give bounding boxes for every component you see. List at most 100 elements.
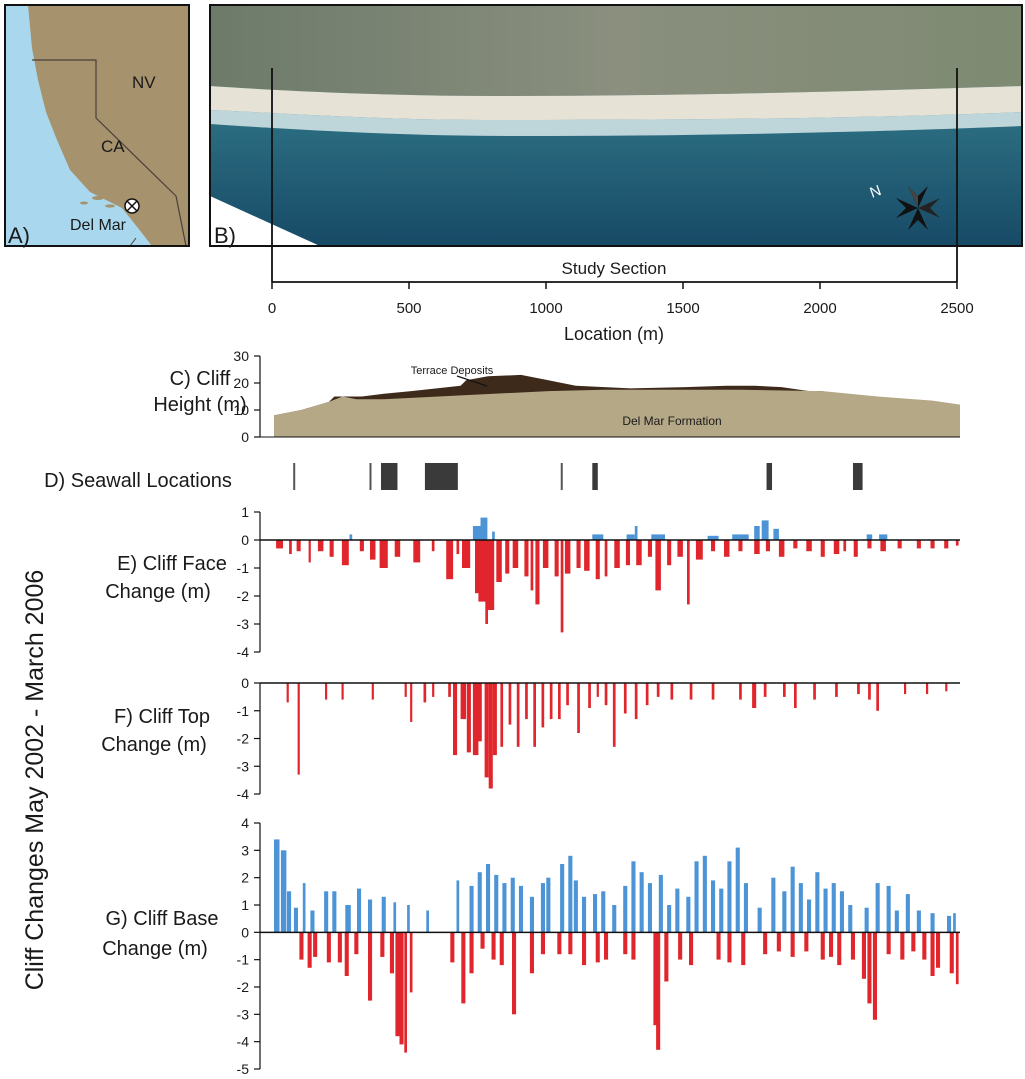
panel-a-label: A): [8, 223, 30, 248]
positive-change-bar: [694, 861, 699, 933]
negative-change-bar: [738, 540, 743, 552]
y-tick-label: 20: [233, 375, 249, 391]
y-tick-label: 0: [241, 675, 249, 691]
negative-change-bar: [843, 540, 847, 552]
negative-change-bar: [410, 683, 413, 722]
positive-change-bar: [310, 910, 315, 933]
negative-change-bar: [582, 932, 587, 966]
negative-change-bar: [399, 932, 404, 1045]
negative-change-bar: [653, 932, 658, 1026]
negative-change-bar: [647, 540, 652, 557]
negative-change-bar: [868, 683, 871, 700]
panel-c-cliff-height: C) Cliff Height (m) 0 10 20 30 Terrace Depo…: [153, 348, 960, 445]
positive-change-bar: [480, 517, 488, 540]
negative-change-bar: [359, 540, 364, 552]
negative-change-bar: [820, 540, 825, 557]
negative-change-bar: [596, 683, 599, 697]
panel-f-title-line2: Change (m): [101, 734, 207, 756]
seawall-marker: [381, 463, 398, 490]
site-marker-icon: [124, 198, 140, 214]
positive-change-bar: [568, 855, 573, 933]
positive-change-bar: [866, 534, 873, 540]
positive-change-bar: [839, 891, 844, 933]
cliff-face-y-axis: 1 0 -1 -2 -3 -4: [237, 504, 261, 660]
location-axis-ticks: 0 500 1000 1500 2000 2500: [268, 282, 974, 317]
location-tick-label: 1000: [529, 300, 562, 317]
negative-change-bar: [776, 932, 781, 952]
negative-change-bar: [413, 540, 421, 563]
negative-change-bar: [431, 540, 435, 552]
negative-change-bar: [500, 683, 504, 747]
panel-c-title-line1: C) Cliff: [170, 368, 231, 390]
negative-change-bar: [480, 932, 485, 949]
negative-change-bar: [835, 683, 838, 697]
positive-change-bar: [732, 534, 749, 540]
positive-change-bar: [953, 913, 956, 933]
y-tick-label: -5: [237, 1061, 250, 1077]
negative-change-bar: [695, 540, 703, 560]
positive-change-bar: [345, 905, 351, 933]
positive-change-bar: [790, 866, 795, 933]
positive-change-bar: [592, 534, 604, 540]
negative-change-bar: [307, 932, 312, 968]
state-label-nv: NV: [132, 73, 156, 92]
y-tick-label: 10: [233, 402, 249, 418]
negative-change-bar: [897, 540, 902, 549]
island-shape: [92, 196, 104, 200]
y-tick-label: -3: [237, 1006, 250, 1022]
seawall-markers: [293, 463, 863, 490]
negative-change-bar: [404, 683, 407, 697]
photo-beach: [210, 86, 1022, 120]
location-tick-label: 1500: [666, 300, 699, 317]
y-tick-label: 0: [241, 924, 249, 940]
negative-change-bar: [595, 540, 600, 580]
y-tick-label: 4: [241, 815, 249, 831]
positive-change-bar: [823, 888, 828, 933]
positive-change-bar: [582, 896, 587, 933]
positive-change-bar: [707, 535, 719, 540]
negative-change-bar: [317, 540, 324, 552]
cliff-base-bars: [260, 839, 960, 1053]
negative-change-bar: [790, 932, 795, 957]
negative-change-bar: [576, 540, 581, 568]
negative-change-bar: [380, 932, 385, 957]
negative-change-bar: [886, 932, 891, 955]
positive-change-bar: [293, 907, 298, 933]
panel-e-title-line1: E) Cliff Face: [117, 553, 227, 575]
positive-change-bar: [773, 528, 779, 540]
negative-change-bar: [371, 683, 374, 700]
positive-change-bar: [719, 888, 724, 933]
negative-change-bar: [472, 683, 479, 756]
negative-change-bar: [813, 683, 816, 700]
photo-blank-corner: [210, 196, 320, 246]
positive-change-bar: [735, 847, 740, 933]
positive-change-bar: [560, 864, 565, 933]
positive-change-bar: [875, 883, 880, 933]
negative-change-bar: [566, 683, 569, 706]
y-tick-label: -2: [237, 979, 250, 995]
positive-change-bar: [612, 905, 617, 933]
y-tick-label: 0: [241, 532, 249, 548]
positive-change-bar: [761, 520, 769, 540]
negative-change-bar: [955, 932, 959, 985]
positive-change-bar: [381, 896, 386, 933]
positive-change-bar: [658, 874, 663, 933]
cliff-height-y-axis: 0 10 20 30: [233, 348, 261, 445]
negative-change-bar: [584, 540, 590, 571]
y-tick-label: -4: [237, 644, 250, 660]
negative-change-bar: [554, 540, 559, 577]
negative-change-bar: [533, 683, 536, 747]
negative-change-bar: [656, 932, 661, 1050]
negative-change-bar: [604, 932, 609, 960]
negative-change-bar: [296, 540, 301, 552]
island-shape: [80, 201, 88, 205]
negative-change-bar: [512, 932, 517, 1015]
panel-e-title-line2: Change (m): [105, 581, 211, 603]
negative-change-bar: [623, 683, 627, 714]
positive-change-bar: [651, 534, 665, 540]
panel-g-cliff-base-change: G) Cliff Base Change (m) 4 3 2 1 0 -1 -2 -3 -4 -5: [102, 815, 960, 1077]
negative-change-bar: [558, 683, 561, 720]
negative-change-bar: [687, 540, 690, 605]
seawall-marker: [560, 463, 563, 490]
